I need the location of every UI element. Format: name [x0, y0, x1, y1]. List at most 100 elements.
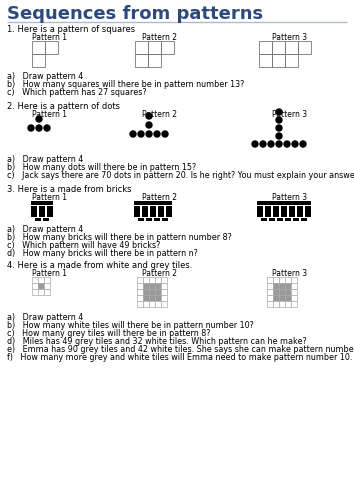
Bar — [134, 206, 140, 216]
Text: Pattern 2: Pattern 2 — [142, 269, 177, 278]
Bar — [32, 277, 38, 283]
Bar — [32, 283, 38, 289]
Bar — [32, 289, 38, 295]
Bar — [146, 218, 152, 221]
Text: 2. Here is a pattern of dots: 2. Here is a pattern of dots — [7, 102, 120, 111]
Bar — [301, 218, 307, 221]
Bar — [272, 41, 285, 54]
Circle shape — [268, 141, 274, 147]
Bar — [273, 295, 279, 301]
Bar — [273, 283, 279, 289]
Bar — [38, 277, 44, 283]
Bar — [32, 54, 45, 67]
Bar — [143, 289, 149, 295]
Text: Pattern 2: Pattern 2 — [142, 110, 177, 119]
Bar — [148, 54, 161, 67]
Bar — [267, 301, 273, 307]
Bar — [279, 295, 285, 301]
Text: a)   Draw pattern 4: a) Draw pattern 4 — [7, 155, 83, 164]
Text: c)   Which pattern has 27 squares?: c) Which pattern has 27 squares? — [7, 88, 147, 97]
Text: c)   Which pattern will have 49 bricks?: c) Which pattern will have 49 bricks? — [7, 241, 160, 250]
Bar — [291, 295, 297, 301]
Bar — [297, 206, 303, 216]
Bar — [134, 201, 172, 204]
Bar — [137, 301, 143, 307]
Bar — [281, 206, 287, 216]
Bar — [39, 206, 45, 216]
Text: b)   How many dots will there be in pattern 15?: b) How many dots will there be in patter… — [7, 163, 196, 172]
Text: Sequences from patterns: Sequences from patterns — [7, 5, 263, 23]
Bar — [293, 218, 299, 221]
Text: Pattern 3: Pattern 3 — [272, 269, 307, 278]
Circle shape — [252, 141, 258, 147]
Text: Pattern 2: Pattern 2 — [142, 193, 177, 202]
Bar — [161, 301, 167, 307]
Bar — [285, 289, 291, 295]
Bar — [267, 283, 273, 289]
Bar — [285, 301, 291, 307]
Bar — [285, 277, 291, 283]
Text: a)   Draw pattern 4: a) Draw pattern 4 — [7, 225, 83, 234]
Bar — [273, 289, 279, 295]
Bar — [161, 277, 167, 283]
Bar — [166, 206, 172, 216]
Bar — [291, 283, 297, 289]
Bar — [47, 206, 53, 216]
Bar — [273, 301, 279, 307]
Bar — [150, 206, 156, 216]
Bar — [285, 295, 291, 301]
Bar — [44, 277, 50, 283]
Bar — [155, 301, 161, 307]
Bar — [135, 41, 148, 54]
Circle shape — [292, 141, 298, 147]
Bar — [298, 41, 311, 54]
Bar — [149, 277, 155, 283]
Bar — [138, 218, 144, 221]
Bar — [162, 218, 168, 221]
Bar — [143, 295, 149, 301]
Text: b)   How many white tiles will there be in pattern number 10?: b) How many white tiles will there be in… — [7, 321, 254, 330]
Bar — [273, 206, 279, 216]
Bar — [137, 283, 143, 289]
Circle shape — [276, 141, 282, 147]
Bar — [161, 283, 167, 289]
Bar — [279, 301, 285, 307]
Circle shape — [276, 125, 282, 131]
Circle shape — [276, 117, 282, 123]
Text: c)   Jack says there are 70 dots in pattern 20. Is he right? You must explain yo: c) Jack says there are 70 dots in patter… — [7, 171, 354, 180]
Bar — [305, 206, 311, 216]
Bar — [148, 41, 161, 54]
Circle shape — [146, 113, 152, 119]
Circle shape — [276, 109, 282, 115]
Bar — [259, 54, 272, 67]
Circle shape — [36, 116, 42, 122]
Bar — [137, 277, 143, 283]
Bar — [45, 41, 58, 54]
Bar — [257, 206, 263, 216]
Bar — [135, 54, 148, 67]
Text: e)   Emma has 90 grey tiles and 42 white tiles. She says she can make pattern nu: e) Emma has 90 grey tiles and 42 white t… — [7, 345, 354, 354]
Bar — [155, 295, 161, 301]
Bar — [267, 277, 273, 283]
Bar — [273, 277, 279, 283]
Text: Pattern 1: Pattern 1 — [32, 33, 67, 42]
Bar — [257, 201, 311, 204]
Bar — [285, 218, 291, 221]
Bar — [44, 289, 50, 295]
Bar — [43, 218, 49, 221]
Circle shape — [146, 131, 152, 137]
Bar — [285, 41, 298, 54]
Bar — [154, 218, 160, 221]
Bar — [291, 289, 297, 295]
Text: Pattern 1: Pattern 1 — [32, 269, 67, 278]
Circle shape — [36, 125, 42, 131]
Bar — [143, 277, 149, 283]
Circle shape — [154, 131, 160, 137]
Text: 4. Here is a made from white and grey tiles.: 4. Here is a made from white and grey ti… — [7, 261, 192, 270]
Text: b)   How many squares will there be in pattern number 13?: b) How many squares will there be in pat… — [7, 80, 244, 89]
Bar — [149, 301, 155, 307]
Text: Pattern 3: Pattern 3 — [272, 193, 307, 202]
Text: d)   Miles has 49 grey tiles and 32 white tiles. Which pattern can he make?: d) Miles has 49 grey tiles and 32 white … — [7, 337, 307, 346]
Circle shape — [44, 125, 50, 131]
Bar — [31, 206, 37, 216]
